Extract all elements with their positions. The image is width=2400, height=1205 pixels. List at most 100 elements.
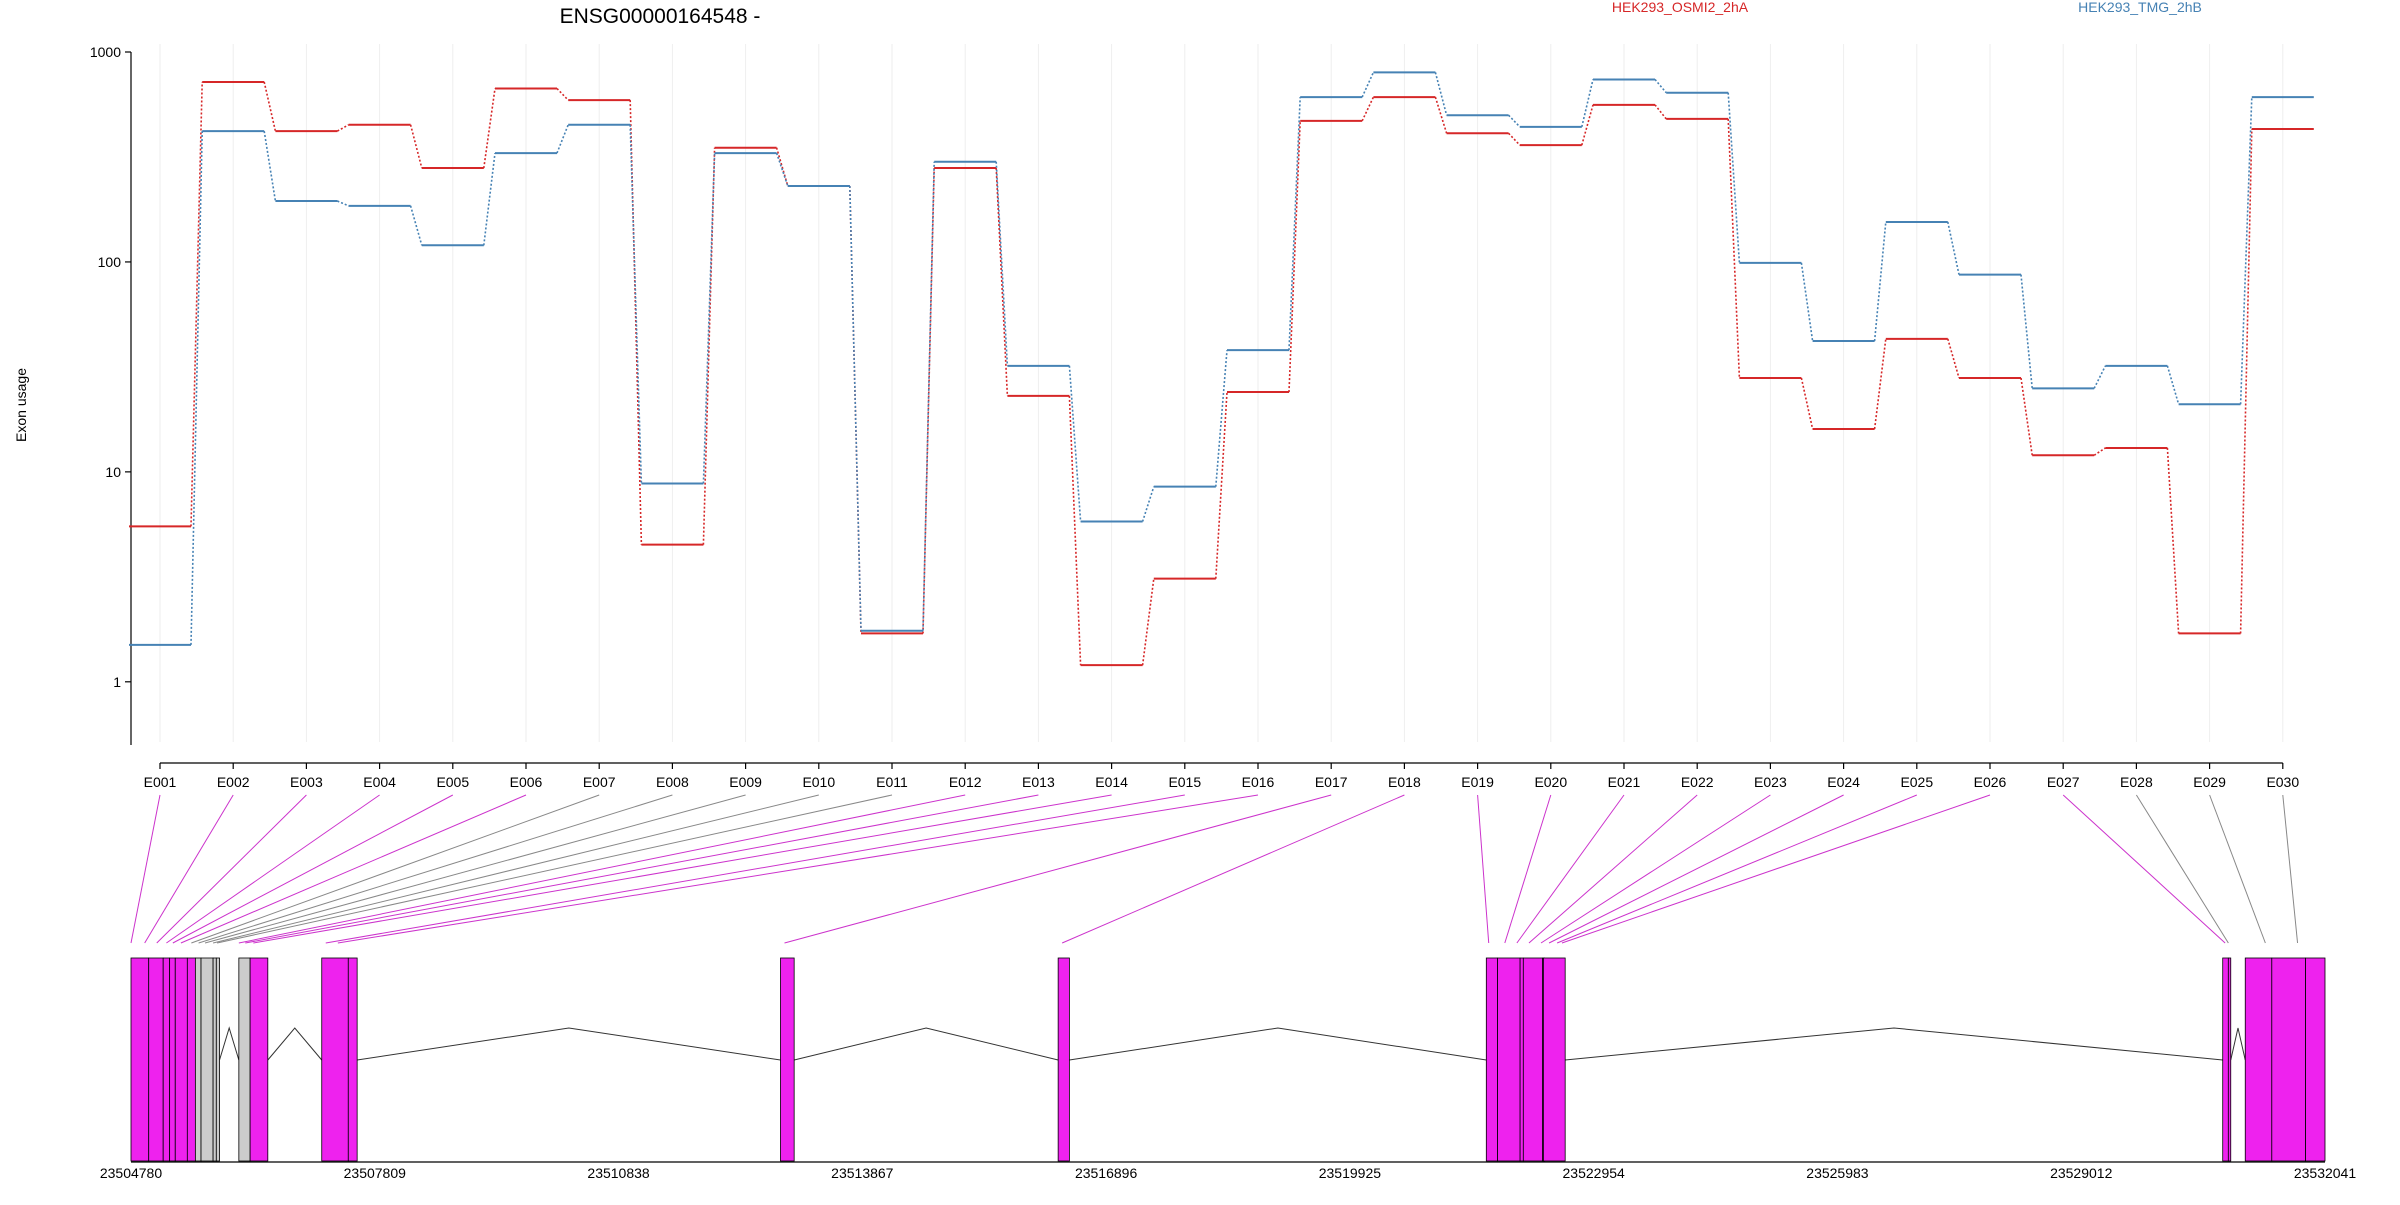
series-connector-e029 [2239, 128, 2253, 634]
series-connector-e021 [1654, 104, 1667, 120]
connector-e007 [191, 794, 600, 944]
x-tick-label-e017: E017 [1315, 774, 1348, 790]
series-connector-e010 [849, 185, 862, 631]
exon-box-e014 [347, 957, 358, 1162]
chart-title: ENSG00000164548 - [560, 5, 761, 28]
legend-entry-series-2: HEK293_TMG_2hB [2078, 0, 2202, 15]
connector-e017 [784, 794, 1332, 944]
genomic-tick-label-23510838: 23510838 [587, 1165, 650, 1181]
series-connector-e006 [556, 87, 569, 101]
series-connector-e017 [1361, 96, 1375, 122]
series-connector-e013 [1068, 365, 1082, 522]
x-tick-label-e005: E005 [436, 774, 469, 790]
exon-box-e005 [174, 957, 188, 1162]
gene-model: 23504780 23507809 23510838 23513867 23516896… [100, 957, 2357, 1181]
x-tick-label-e012: E012 [949, 774, 982, 790]
series-connector-e016 [1288, 120, 1301, 393]
exon-box-e011 [238, 957, 251, 1162]
connector-e006 [180, 794, 527, 944]
connector-e001 [130, 794, 161, 944]
connector-e015 [325, 794, 1185, 944]
x-tick-label-e013: E013 [1022, 774, 1055, 790]
x-tick-label-e010: E010 [802, 774, 835, 790]
connector-e011 [217, 794, 893, 944]
connector-e009 [204, 794, 746, 944]
y-axis-label: Exon usage [13, 368, 29, 442]
exon-connector-lines [130, 794, 2299, 944]
legend-entry-series-1: HEK293_OSMI2_2hA [1612, 0, 1749, 15]
series-connector-e015 [1215, 350, 1228, 487]
series-connector-e023 [1800, 262, 1814, 342]
exon-box-e023 [2222, 957, 2229, 1162]
x-tick-label-e019: E019 [1461, 774, 1494, 790]
intron-2 [267, 1027, 323, 1061]
series-1 [129, 80, 2314, 667]
series-connector-e017 [1361, 72, 1375, 98]
series-connector-e027 [2093, 447, 2106, 456]
x-tick-label-e004: E004 [363, 774, 396, 790]
connector-e018 [1061, 794, 1405, 944]
connector-e026 [1561, 794, 1991, 944]
connector-e022 [1528, 794, 1698, 944]
exon-box-e020 [1522, 957, 1544, 1162]
exon-box-e012 [249, 957, 269, 1162]
series-connector-e004 [409, 205, 423, 246]
genomic-tick-label-23519925: 23519925 [1319, 1165, 1382, 1181]
intron-3 [357, 1027, 781, 1061]
genomic-tick-label-23532041: 23532041 [2294, 1165, 2357, 1181]
series-connector-e013 [1068, 395, 1082, 666]
x-tick-label-e003: E003 [290, 774, 323, 790]
series-connector-e001 [190, 81, 203, 527]
series-connector-e018 [1434, 96, 1448, 134]
connector-e003 [156, 794, 307, 944]
series-connector-e009 [775, 152, 789, 187]
series-connector-e021 [1654, 78, 1667, 94]
series-connector-e022 [1727, 92, 1741, 263]
connector-e023 [1540, 794, 1771, 944]
series-connector-e023 [1800, 377, 1814, 430]
x-tick-label-e001: E001 [144, 774, 177, 790]
series-connector-e025 [1947, 338, 1960, 379]
x-tick-label-e026: E026 [1974, 774, 2007, 790]
series-connector-e011 [922, 168, 935, 634]
series-connector-e016 [1288, 97, 1301, 351]
genomic-tick-label-23516896: 23516896 [1075, 1165, 1138, 1181]
x-tick-label-e016: E016 [1242, 774, 1275, 790]
connector-e027 [2062, 794, 2226, 944]
series-connector-e014 [1141, 486, 1155, 522]
series-connector-e026 [2020, 274, 2033, 389]
genomic-tick-label-23504780: 23504780 [100, 1165, 163, 1181]
connector-e012 [238, 794, 966, 944]
series-connector-e022 [1727, 118, 1741, 379]
x-tick-label-e018: E018 [1388, 774, 1421, 790]
x-tick-label-e006: E006 [510, 774, 543, 790]
x-tick-label-e008: E008 [656, 774, 689, 790]
exon-box-e016 [1057, 957, 1070, 1162]
exon-box-e026 [2271, 957, 2307, 1162]
series-connector-e029 [2239, 97, 2253, 405]
connector-e021 [1516, 794, 1625, 944]
exon-box-e003 [162, 957, 171, 1162]
exon-box-e015 [780, 957, 795, 1162]
series-connector-e020 [1581, 104, 1594, 146]
connector-e025 [1556, 794, 1917, 944]
connector-e004 [166, 794, 380, 944]
series-connector-e002 [263, 81, 277, 132]
series-lines [129, 71, 2314, 667]
connector-e002 [144, 794, 234, 944]
x-tick-label-e009: E009 [729, 774, 762, 790]
connector-e014 [253, 794, 1112, 944]
exon-box-e022 [1543, 957, 1566, 1162]
axes: 1 10 100 1000 E001 E002 E003 E004 E005 E006 E007 E0… [90, 44, 2300, 790]
series-2 [129, 71, 2314, 646]
x-tick-label-e027: E027 [2047, 774, 2080, 790]
x-tick-label-e011: E011 [876, 774, 908, 790]
series-connector-e003 [337, 200, 349, 207]
series-connector-e005 [483, 88, 496, 169]
exon-box-e001 [130, 957, 150, 1162]
series-connector-e006 [556, 124, 569, 154]
connector-e013 [245, 794, 1039, 944]
genomic-tick-label-23513867: 23513867 [831, 1165, 894, 1181]
